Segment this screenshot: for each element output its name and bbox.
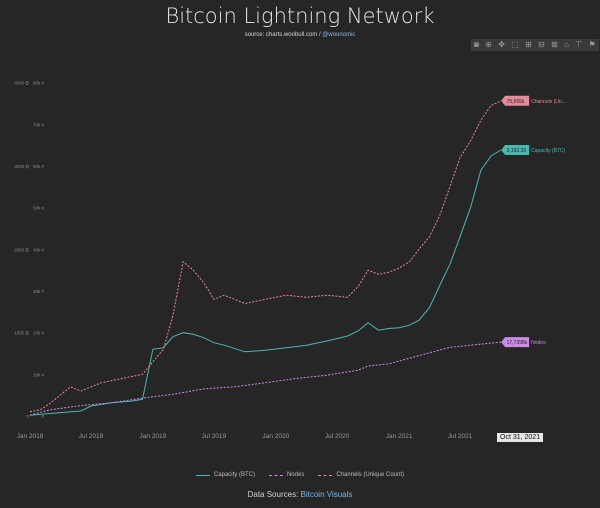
end-value-label-nodes: 17,7398k [507,340,528,346]
y-left-tick-label: 2000 ₿ [14,246,29,252]
zoom-in-icon[interactable]: ⊞ [525,40,532,49]
y-left-tick-label: 1000 ₿ [14,330,29,336]
legend-label-channels: Channels (Unique Count) [336,472,405,478]
legend-swatch-channels [318,474,333,476]
x-tick-label: Jul 2019 [202,433,227,440]
series-line-channels [29,100,502,413]
data-sources-footer: Data Sources: Bitcoin Visuals [0,490,600,499]
x-tick-label: Jul 2020 [325,433,350,440]
chart-modebar: ◙ ⊕ ✥ ⬚ ⊞ ⊟ ⊠ ⌂ ⊤ ⚑ [471,39,599,51]
box-select-icon[interactable]: ⬚ [511,40,519,49]
subtitle-source: source: charts.woobull.com / [244,32,323,38]
legend-label-capacity: Capacity (BTC) [213,472,255,478]
subtitle-handle-link[interactable]: @woonomic [322,32,356,38]
x-tick-label: Jul 2021 [448,433,473,440]
legend-item-channels[interactable]: Channels (Unique Count) [318,472,404,478]
end-value-label-capacity: 3,192.39 [507,148,527,154]
legend-item-capacity[interactable]: Capacity (BTC) [195,472,255,478]
end-series-name-channels: Channels (Un... [531,99,566,105]
y-right-tick-label: 60k # [33,164,45,169]
end-value-flag-nodes [501,337,530,348]
y-right-tick-label: 0 [41,414,44,419]
x-tick-label: Jan 2019 [140,433,167,440]
reset-axes-icon[interactable]: ⌂ [564,40,569,49]
y-right-tick-label: 20k # [33,331,45,336]
hover-closest-icon[interactable]: ⚑ [588,40,596,49]
end-series-name-capacity: Capacity (BTC) [531,148,566,154]
chart-subtitle: source: charts.woobull.com / @woonomic [0,32,600,38]
hover-date-label: Oct 31, 2021 [497,433,544,442]
y-left-tick-label: 4000 ₿ [14,80,29,86]
y-left-tick-label: 3000 ₿ [14,163,29,169]
y-right-tick-label: 70k # [33,122,45,127]
end-value-flag-channels [501,95,530,106]
legend-swatch-nodes [268,474,283,476]
y-right-tick-label: 40k # [33,247,45,252]
x-tick-label: Jan 2018 [17,433,44,440]
pan-icon[interactable]: ✥ [498,40,505,49]
y-right-tick-label: 10k # [33,372,45,377]
y-right-tick-label: 30k # [33,289,45,294]
x-tick-label: Jan 2021 [386,433,413,440]
page-title: Bitcoin Lightning Network [165,4,435,28]
end-series-name-nodes: Nodes [531,340,546,346]
legend-item-nodes[interactable]: Nodes [268,472,305,478]
y-right-tick-label: 80k # [33,81,45,86]
footer-source-link[interactable]: Bitcoin Visuals [300,490,353,499]
series-line-nodes [29,341,502,416]
zoom-icon[interactable]: ⊕ [485,40,492,49]
series-line-capacity [29,149,502,416]
zoom-out-icon[interactable]: ⊟ [538,40,545,49]
legend-label-nodes: Nodes [286,472,305,478]
legend-swatch-capacity [195,474,210,476]
spike-lines-icon[interactable]: ⊤ [575,40,583,49]
x-tick-label: Jul 2018 [79,433,104,440]
x-tick-label: Jan 2020 [262,433,289,440]
footer-prefix: Data Sources: [247,490,301,499]
end-value-label-channels: 75,655k [507,99,525,105]
end-value-flag-capacity [501,144,530,155]
y-left-tick-label: 0 [26,414,29,419]
autoscale-icon[interactable]: ⊠ [551,40,558,49]
camera-icon[interactable]: ◙ [474,40,479,49]
y-right-tick-label: 50k # [33,206,45,211]
chart-legend: Capacity (BTC) Nodes Channels (Unique Co… [0,472,600,478]
